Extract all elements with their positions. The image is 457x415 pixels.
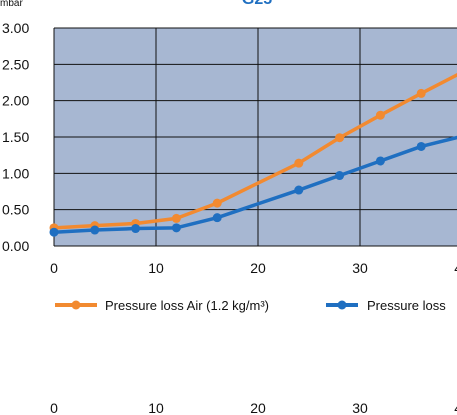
data-point [212, 198, 222, 208]
data-point [171, 213, 181, 223]
chart-title: G25 [242, 0, 272, 8]
series-line-2 [52, 135, 457, 234]
data-point [375, 156, 385, 166]
y-axis-ticks: 0.00 0.50 1.00 1.50 2.00 2.50 3.00 [2, 20, 29, 254]
y-tick-label: 3.00 [2, 20, 29, 36]
legend-swatch-marker [337, 300, 347, 310]
data-point [335, 171, 345, 181]
legend-swatch-marker [71, 300, 81, 310]
data-point [375, 110, 385, 120]
x-tick-label: 40 [454, 260, 457, 276]
data-point [416, 141, 426, 151]
data-point [335, 133, 345, 143]
y-tick-label: 1.50 [2, 129, 29, 145]
x-tick-label: 20 [250, 260, 266, 276]
y-tick-label: 2.50 [2, 56, 29, 72]
x-axis-ticks: 0 10 20 30 40 [50, 260, 457, 276]
secondary-x-tick-label: 10 [148, 400, 164, 415]
data-point [294, 185, 304, 195]
data-point [294, 158, 304, 168]
y-tick-label: 0.50 [2, 202, 29, 218]
legend: Pressure loss Air (1.2 kg/m³) Pressure lo… [55, 298, 446, 313]
data-point [49, 227, 59, 237]
secondary-x-tick-label: 40 [454, 400, 457, 415]
secondary-x-tick-label: 30 [352, 400, 368, 415]
y-tick-label: 0.00 [2, 238, 29, 254]
data-point [212, 213, 222, 223]
legend-label: Pressure loss [367, 298, 446, 313]
x-tick-label: 10 [148, 260, 164, 276]
secondary-x-tick-label: 0 [50, 400, 58, 415]
data-point [171, 223, 181, 233]
data-point [416, 88, 426, 98]
legend-label: Pressure loss Air (1.2 kg/m³) [105, 298, 269, 313]
data-point [131, 224, 141, 234]
y-axis-unit-label: mbar [0, 0, 23, 9]
x-tick-label: 0 [50, 260, 58, 276]
y-tick-label: 1.00 [2, 165, 29, 181]
data-point [90, 225, 100, 235]
series-group [49, 72, 457, 237]
series-line-1 [52, 72, 457, 230]
y-tick-label: 2.00 [2, 93, 29, 109]
x-tick-label: 30 [352, 260, 368, 276]
secondary-x-axis-ticks: 0 10 20 30 40 [50, 400, 457, 415]
secondary-x-tick-label: 20 [250, 400, 266, 415]
grid-lines [53, 27, 457, 247]
